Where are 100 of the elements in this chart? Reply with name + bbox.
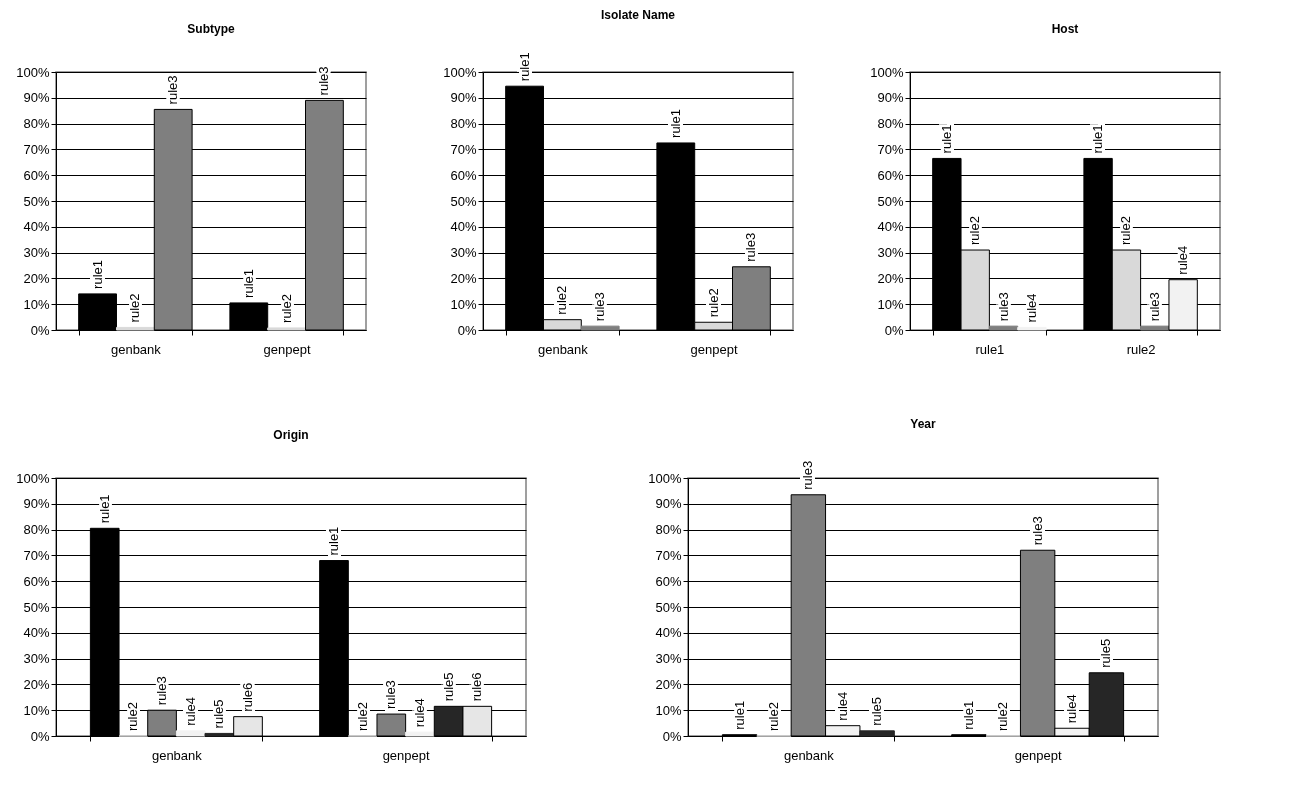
x-tick-label: rule2: [1126, 341, 1156, 357]
text: rule1: [1090, 124, 1106, 154]
x-tick-label: genbank: [537, 341, 589, 357]
y-tick-label: 20%: [450, 270, 477, 286]
y-tick-label: 60%: [877, 167, 904, 183]
text: rule3: [154, 676, 170, 706]
y-tick-label: 10%: [877, 296, 904, 312]
y-tick-label: 90%: [877, 90, 904, 106]
y-tick-label: 0%: [457, 322, 477, 338]
y-tick-label: 50%: [655, 599, 682, 615]
y-tick-label: 70%: [23, 141, 50, 157]
text: rule2: [125, 702, 141, 731]
y-tick-label: 90%: [655, 496, 682, 512]
y-tick-label: 40%: [655, 625, 682, 641]
y-tick-label: 30%: [23, 651, 50, 667]
y-tick-label: 20%: [23, 270, 50, 286]
text: rule4: [1064, 694, 1080, 724]
text: rule2: [1118, 216, 1134, 246]
text: rule1: [96, 494, 112, 524]
bar: [115, 326, 155, 331]
y-tick-label: 100%: [443, 64, 477, 80]
text: rule4: [182, 696, 198, 726]
text: rule3: [995, 292, 1011, 322]
y-tick-label: 80%: [450, 116, 477, 132]
y-tick-label: 50%: [23, 193, 50, 209]
y-tick-label: 50%: [23, 599, 50, 615]
y-tick-label: 0%: [30, 728, 50, 744]
y-tick-label: 30%: [450, 245, 477, 261]
x-tick-label: genbank: [151, 747, 203, 763]
bar: [376, 713, 407, 737]
text: rule2: [995, 702, 1011, 731]
text: rule1: [960, 700, 976, 730]
y-tick-label: 50%: [877, 193, 904, 209]
y-tick-label: 20%: [23, 676, 50, 692]
text: rule1: [731, 700, 747, 730]
text: rule3: [383, 680, 399, 710]
text: rule5: [440, 672, 456, 702]
chart-title: Origin: [273, 428, 309, 442]
text: rule2: [765, 702, 781, 731]
y-tick-label: 10%: [23, 702, 50, 718]
y-tick-label: 100%: [16, 64, 50, 80]
y-tick-label: 40%: [877, 219, 904, 235]
x-tick-label: genbank: [783, 747, 835, 763]
text: rule5: [869, 696, 885, 726]
chart-title: Year: [910, 416, 937, 431]
text: rule1: [667, 109, 683, 138]
text: rule3: [743, 232, 759, 262]
text: rule1: [240, 268, 256, 298]
y-tick-label: 70%: [450, 141, 477, 157]
x-tick-label: genpept: [1014, 747, 1063, 763]
bar: [267, 327, 307, 331]
chart-title: Isolate Name: [600, 8, 676, 23]
y-tick-label: 10%: [23, 296, 50, 312]
y-tick-label: 10%: [655, 702, 682, 718]
y-tick-label: 90%: [450, 90, 477, 106]
text: rule5: [1098, 638, 1114, 668]
bar: [859, 730, 895, 737]
bar: [204, 732, 235, 737]
text: rule2: [967, 216, 983, 246]
text: rule1: [516, 52, 532, 82]
y-tick-label: 60%: [23, 573, 50, 589]
chart-title: Subtype: [187, 22, 235, 36]
text: rule1: [89, 259, 105, 289]
y-tick-label: 80%: [23, 522, 50, 538]
y-tick-label: 30%: [23, 245, 50, 261]
y-tick-label: 60%: [23, 167, 50, 183]
text: rule6: [240, 682, 256, 712]
text: rule3: [1029, 516, 1045, 546]
text: rule1: [938, 124, 954, 154]
x-tick-label: genbank: [110, 341, 162, 357]
y-tick-label: 90%: [23, 90, 50, 106]
text: rule2: [278, 294, 294, 323]
y-tick-label: 20%: [877, 270, 904, 286]
bar: [988, 325, 1019, 331]
y-tick-label: 40%: [23, 219, 50, 235]
y-tick-label: 80%: [877, 116, 904, 132]
text: rule3: [316, 66, 332, 96]
x-tick-label: genpept: [263, 341, 311, 357]
y-tick-label: 100%: [870, 64, 904, 80]
y-tick-label: 0%: [30, 322, 50, 338]
x-tick-label: rule1: [975, 341, 1005, 357]
text: rule2: [354, 702, 370, 731]
text: rule1: [325, 526, 341, 556]
y-tick-label: 60%: [655, 573, 682, 589]
y-tick-label: 70%: [23, 547, 50, 563]
text: rule3: [1146, 292, 1162, 322]
x-tick-label: genpept: [382, 747, 431, 763]
text: rule4: [1175, 245, 1191, 275]
bar: [405, 731, 435, 737]
y-tick-label: 50%: [450, 193, 477, 209]
y-tick-label: 70%: [877, 141, 904, 157]
bar: [1140, 325, 1170, 331]
y-tick-label: 40%: [23, 625, 50, 641]
y-tick-label: 10%: [450, 296, 477, 312]
x-tick-label: genpept: [690, 341, 738, 357]
bar: [1017, 326, 1047, 331]
text: rule4: [1023, 293, 1039, 323]
y-tick-label: 0%: [662, 728, 682, 744]
text: rule4: [411, 698, 427, 728]
y-tick-label: 100%: [648, 470, 682, 486]
